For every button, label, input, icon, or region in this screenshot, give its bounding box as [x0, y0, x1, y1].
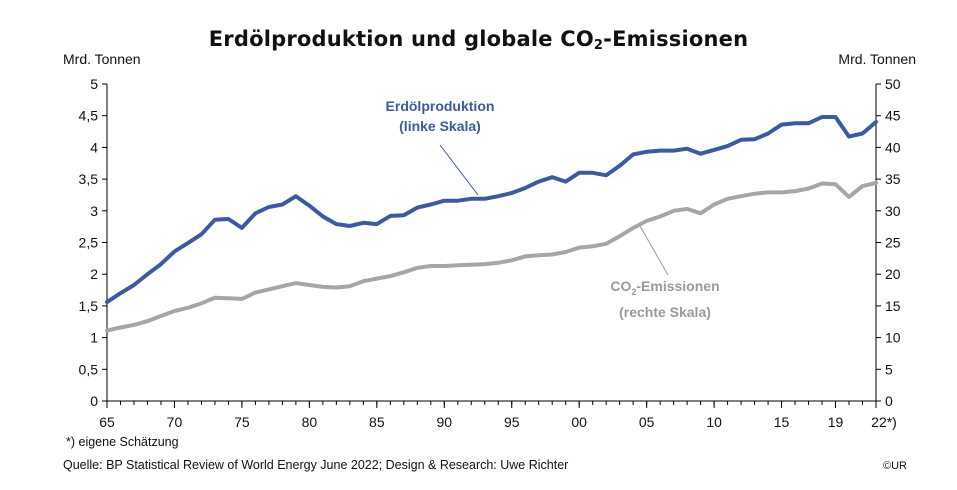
left-y-tick-label: 4 — [90, 139, 98, 155]
oil-label-leader — [439, 144, 479, 196]
left-y-tick-label: 3,5 — [79, 171, 99, 187]
x-tick-label: 85 — [369, 414, 385, 430]
right-y-tick-label: 10 — [885, 330, 901, 346]
left-axis-unit: Mrd. Tonnen — [63, 51, 141, 67]
x-tick-label: 70 — [167, 414, 183, 430]
left-y-tick-label: 2 — [90, 266, 98, 282]
x-tick-label: 19 — [828, 414, 844, 430]
axes — [102, 83, 881, 408]
right-y-tick-label: 0 — [885, 393, 893, 409]
left-y-tick-label: 4,5 — [79, 108, 99, 124]
left-y-tick-label: 1 — [90, 330, 98, 346]
series-lines — [105, 115, 878, 333]
left-y-tick-label: 0 — [90, 393, 98, 409]
right-y-tick-label: 35 — [885, 171, 901, 187]
right-y-tick-label: 40 — [885, 139, 901, 155]
x-tick-label: 95 — [504, 414, 520, 430]
right-y-tick-label: 5 — [885, 361, 893, 377]
oil-production-line — [105, 115, 878, 305]
x-tick-label: 75 — [234, 414, 250, 430]
right-axis-unit: Mrd. Tonnen — [838, 51, 916, 67]
co2-series-label: CO2-Emissionen (rechte Skala) — [610, 278, 720, 320]
x-tick-label: 80 — [302, 414, 318, 430]
co2-label-leader — [639, 225, 669, 276]
left-y-tick-label: 0,5 — [79, 361, 99, 377]
x-tick-label: 90 — [436, 414, 452, 430]
x-tick-label: 22*) — [871, 414, 897, 430]
oil-series-label: Erdölproduktion (linke Skala) — [385, 98, 495, 134]
x-tick-label: 10 — [706, 414, 722, 430]
co2-emissions-line — [105, 180, 878, 333]
x-tick-label: 05 — [639, 414, 655, 430]
right-y-tick-label: 15 — [885, 298, 901, 314]
footnote: *) eigene Schätzung — [66, 435, 179, 449]
chart-title: Erdölproduktion und globale CO2-Emission… — [208, 27, 749, 53]
right-y-tick-label: 25 — [885, 235, 901, 251]
x-tick-label: 00 — [571, 414, 587, 430]
left-y-tick-label: 3 — [90, 203, 98, 219]
copyright: ©UR — [883, 460, 907, 472]
right-y-tick-label: 45 — [885, 108, 901, 124]
right-y-tick-label: 20 — [885, 266, 901, 282]
x-tick-label: 15 — [774, 414, 790, 430]
left-y-tick-label: 1,5 — [79, 298, 99, 314]
right-y-tick-label: 50 — [885, 76, 901, 92]
right-y-tick-label: 30 — [885, 203, 901, 219]
x-tick-label: 65 — [99, 414, 115, 430]
left-y-tick-label: 5 — [90, 76, 98, 92]
tick-labels: 0 00,5 51 101,5 152 202,5 253 303,5 354 404,5 455 5… — [79, 76, 901, 430]
left-y-tick-label: 2,5 — [79, 235, 99, 251]
source-note: Quelle: BP Statistical Review of World E… — [63, 458, 569, 472]
